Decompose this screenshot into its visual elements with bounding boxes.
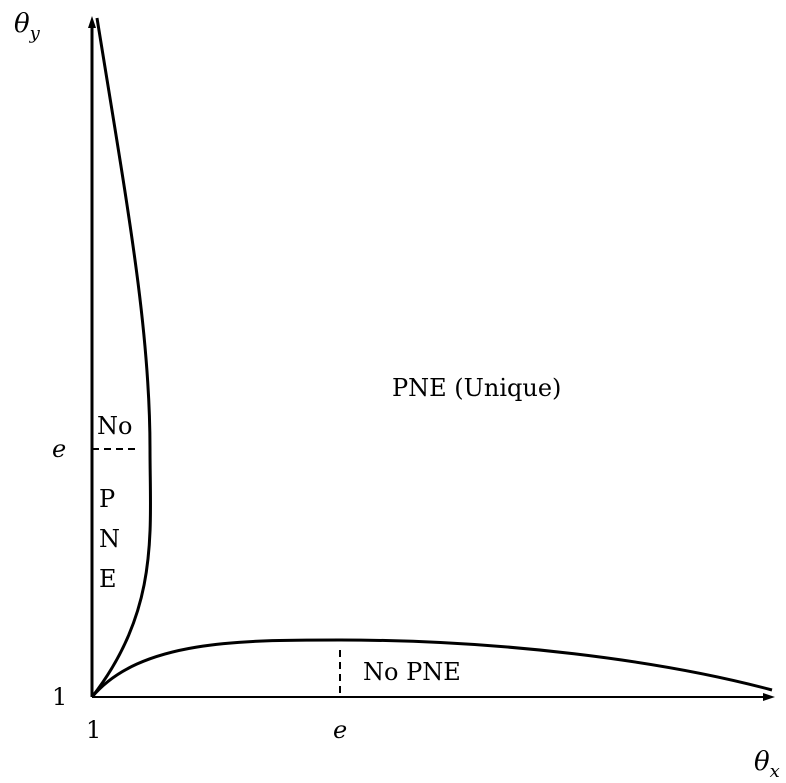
region-left-n: N: [99, 525, 120, 553]
y-axis-arrowhead: [88, 16, 96, 28]
x-tick-e: e: [333, 716, 347, 744]
y-tick-e: e: [52, 435, 66, 463]
region-left-p: P: [99, 485, 115, 513]
bottom-boundary-curve: [90, 638, 773, 698]
x-axis-arrowhead: [763, 693, 775, 701]
region-no-pne: No PNE: [363, 658, 461, 686]
y-axis-label: θy: [14, 9, 41, 44]
left-boundary-curve: [90, 17, 153, 698]
region-pne-unique: PNE (Unique): [392, 374, 561, 402]
y-tick-1: 1: [52, 683, 67, 711]
region-left-no: No: [97, 412, 132, 440]
x-tick-1: 1: [86, 716, 101, 744]
x-axis-label: θx: [754, 747, 780, 782]
region-left-e: E: [99, 565, 117, 593]
